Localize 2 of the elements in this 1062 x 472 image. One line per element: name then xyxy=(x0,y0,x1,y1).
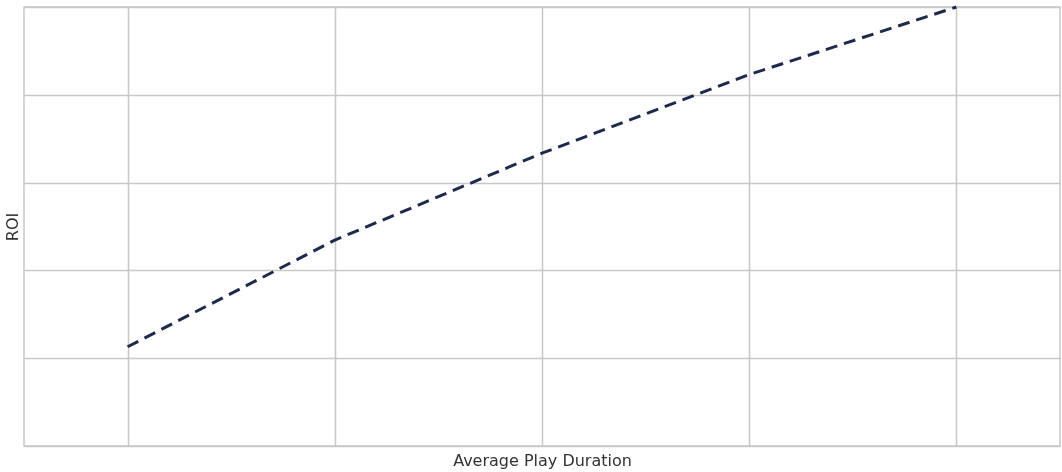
x-axis-title: Average Play Duration xyxy=(453,450,632,470)
y-axis-title: ROI xyxy=(2,212,22,242)
